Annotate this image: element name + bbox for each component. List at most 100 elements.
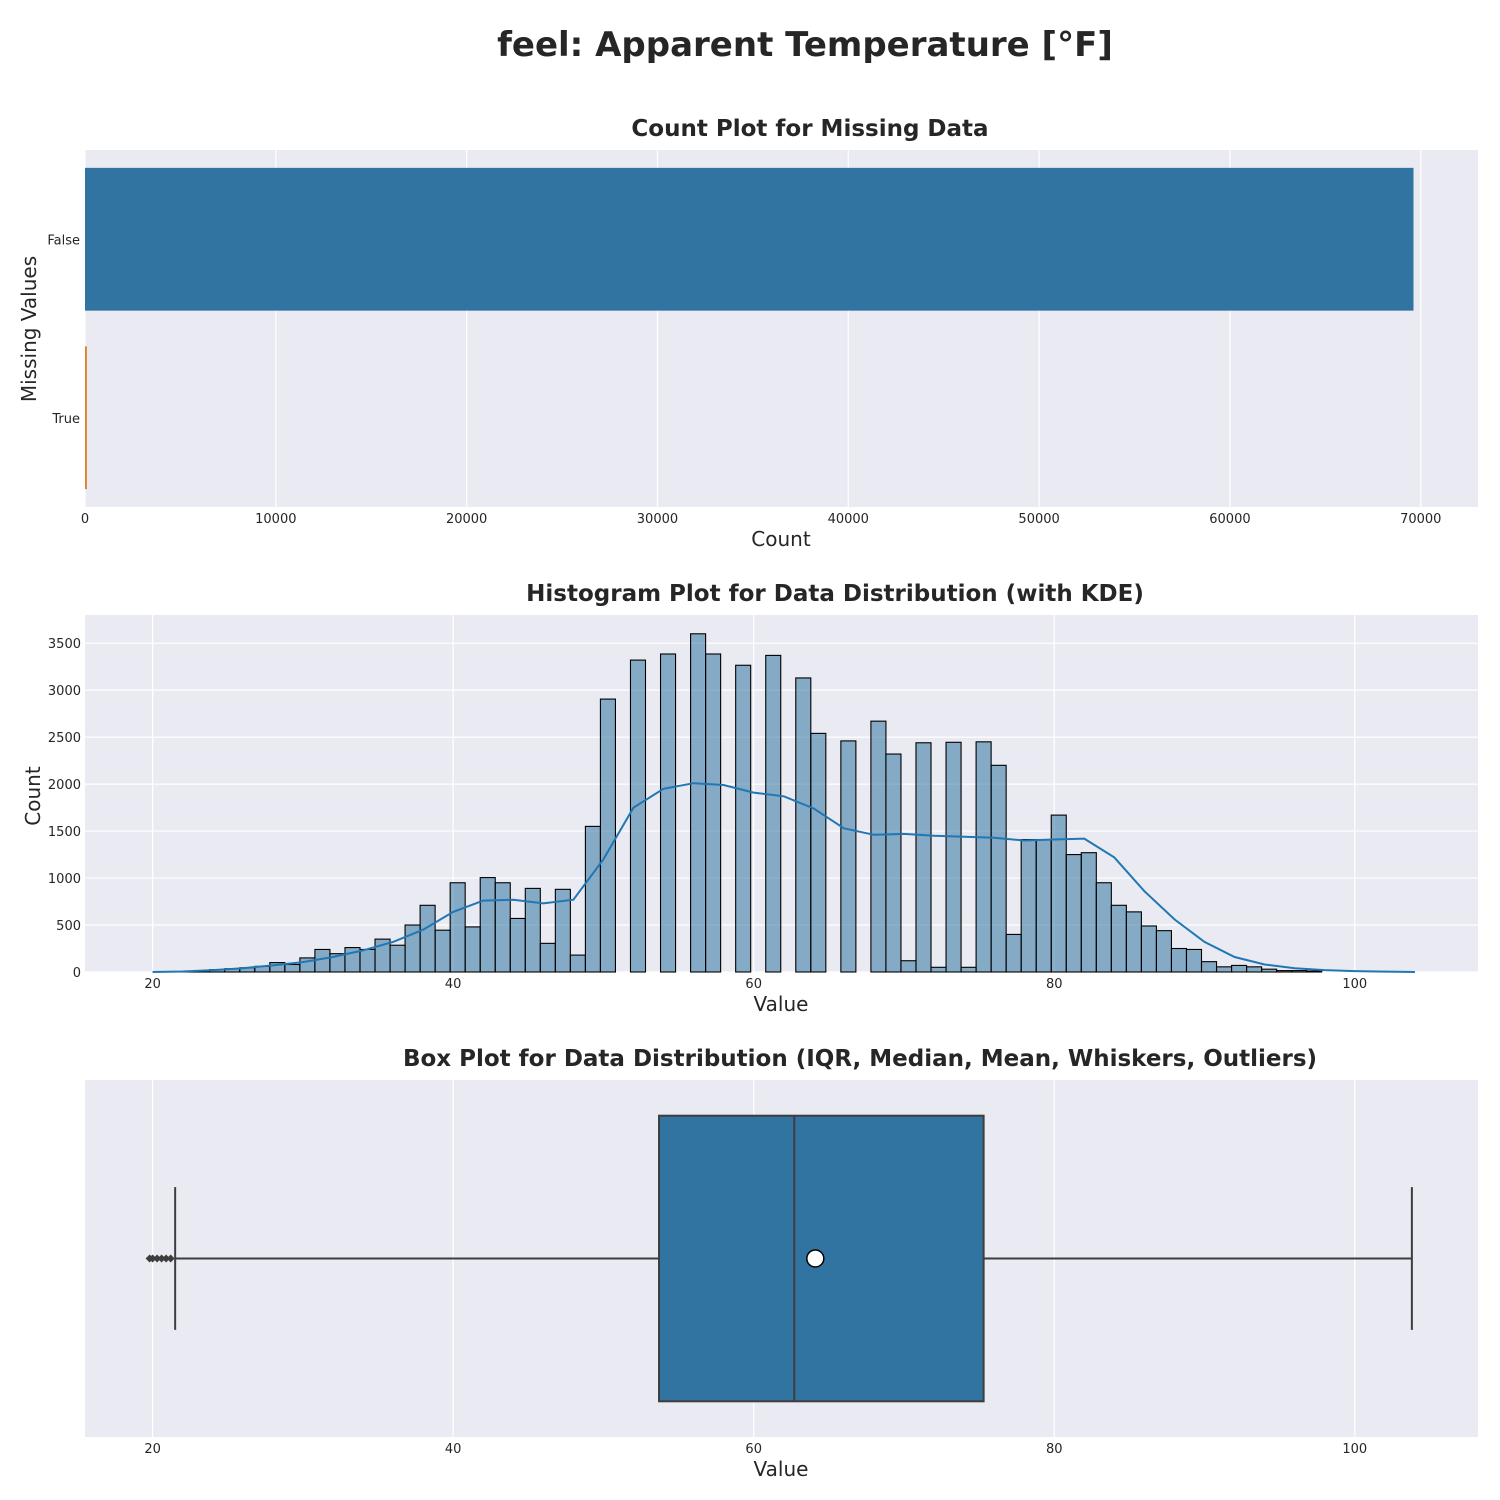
histogram-bar xyxy=(1065,854,1082,973)
box-plot-xtick-label: 60 xyxy=(745,1442,762,1457)
histogram-xtick-label: 80 xyxy=(1046,977,1063,992)
histogram-bar xyxy=(509,917,526,973)
count-plot-xtick-label: 40000 xyxy=(828,512,869,527)
histogram-ytick-label: 1000 xyxy=(48,872,81,887)
histogram-bar xyxy=(1110,904,1127,973)
histogram-bar xyxy=(1140,925,1157,973)
box-plot-outlier xyxy=(162,1254,171,1263)
histogram-bar xyxy=(359,948,376,973)
count-plot-ytick-label: True xyxy=(51,412,80,427)
histogram-bar xyxy=(900,960,917,973)
count-plot-ylabel: Missing Values xyxy=(17,256,41,402)
box-plot-xtick-label: 100 xyxy=(1342,1442,1367,1457)
histogram-bar xyxy=(945,741,962,973)
histogram-ytick-label: 2000 xyxy=(48,778,81,793)
histogram-ytick-label: 1500 xyxy=(48,825,81,840)
histogram-ytick-label: 500 xyxy=(56,919,81,934)
histogram-xtick-label: 100 xyxy=(1342,977,1367,992)
histogram-bar xyxy=(1095,882,1112,973)
histogram-bar xyxy=(840,740,857,973)
histogram-bar xyxy=(1035,838,1052,973)
count-plot-xtick-label: 10000 xyxy=(255,512,296,527)
histogram-bar xyxy=(419,904,436,973)
histogram-xtick-label: 40 xyxy=(445,977,462,992)
count-plot-title: Count Plot for Missing Data xyxy=(631,116,988,142)
histogram-bar xyxy=(539,942,556,973)
histogram-bar xyxy=(314,948,331,973)
histogram-plot: Histogram Plot for Data Distribution (wi… xyxy=(21,581,1478,1016)
box-plot-outlier xyxy=(157,1254,166,1263)
box-plot-mean-marker xyxy=(806,1249,825,1268)
count-plot-xtick-label: 60000 xyxy=(1209,512,1250,527)
histogram-bar xyxy=(494,882,511,973)
histogram-bar xyxy=(705,653,722,973)
histogram-bar xyxy=(569,954,586,973)
count-plot-xlabel: Count xyxy=(751,527,811,551)
histogram-bar xyxy=(810,732,827,973)
box-plot-xtick-label: 40 xyxy=(445,1442,462,1457)
histogram-bar xyxy=(885,753,902,973)
count-plot-bar xyxy=(85,167,1414,311)
histogram-ytick-label: 2500 xyxy=(48,731,81,746)
count-plot-xtick-label: 70000 xyxy=(1400,512,1441,527)
histogram-bar xyxy=(1155,930,1172,973)
histogram-bar xyxy=(1276,970,1293,973)
histogram-bar xyxy=(1200,961,1218,973)
box-plot-xtick-label: 80 xyxy=(1046,1442,1063,1457)
histogram-bar xyxy=(629,659,647,973)
histogram-bar xyxy=(554,888,571,973)
count-plot-xtick-label: 30000 xyxy=(637,512,678,527)
histogram-ytick-label: 3500 xyxy=(48,637,81,652)
box-plot-outlier xyxy=(166,1254,175,1263)
histogram-bar xyxy=(1020,838,1037,973)
histogram-bar xyxy=(975,741,992,973)
histogram-bar xyxy=(930,966,947,973)
count-plot-xtick-label: 50000 xyxy=(1018,512,1059,527)
box-plot: Box Plot for Data Distribution (IQR, Med… xyxy=(85,1046,1478,1481)
histogram-bar xyxy=(1291,970,1308,973)
histogram-ylabel: Count xyxy=(21,766,45,826)
histogram-bar xyxy=(915,742,932,973)
histogram-xtick-label: 20 xyxy=(144,977,161,992)
box-plot-title: Box Plot for Data Distribution (IQR, Med… xyxy=(403,1046,1317,1072)
histogram-bar xyxy=(1246,966,1263,973)
histogram-bar xyxy=(1231,964,1248,973)
histogram-bar xyxy=(735,664,752,973)
histogram-title: Histogram Plot for Data Distribution (wi… xyxy=(526,581,1144,607)
histogram-xlabel: Value xyxy=(754,992,809,1016)
histogram-bar xyxy=(1215,966,1233,973)
histogram-ytick-label: 0 xyxy=(73,966,81,981)
box-plot-xlabel: Value xyxy=(754,1457,809,1481)
histogram-bar xyxy=(659,653,677,973)
histogram-bar xyxy=(960,966,977,973)
histogram-bar xyxy=(479,877,496,973)
box-plot-outlier xyxy=(148,1254,157,1263)
histogram-bar xyxy=(765,654,782,973)
figure-suptitle: feel: Apparent Temperature [°F] xyxy=(497,25,1113,65)
histogram-bar xyxy=(1306,970,1323,973)
histogram-kde-line xyxy=(152,782,1415,973)
histogram-plot-area xyxy=(85,615,1478,972)
histogram-bar xyxy=(1170,947,1188,973)
histogram-bar xyxy=(1125,911,1142,973)
histogram-bar xyxy=(795,677,812,973)
histogram-bar xyxy=(599,698,617,973)
histogram-bar xyxy=(284,963,301,973)
histogram-bar xyxy=(990,764,1007,973)
histogram-bar xyxy=(464,926,481,973)
histogram-bar xyxy=(434,929,451,973)
histogram-bar xyxy=(1080,852,1097,973)
histogram-ytick-label: 3000 xyxy=(48,684,81,699)
histogram-xtick-label: 60 xyxy=(745,977,762,992)
histogram-bar xyxy=(389,944,406,973)
count-plot-bar xyxy=(85,346,87,490)
histogram-bar xyxy=(524,887,541,973)
count-plot-ytick-label: False xyxy=(47,233,80,248)
histogram-bar xyxy=(870,720,887,973)
count-plot-xtick-label: 0 xyxy=(81,512,89,527)
histogram-bar xyxy=(449,882,466,973)
histogram-bar xyxy=(1005,933,1022,973)
histogram-bar xyxy=(690,633,707,973)
box-plot-xtick-label: 20 xyxy=(144,1442,161,1457)
